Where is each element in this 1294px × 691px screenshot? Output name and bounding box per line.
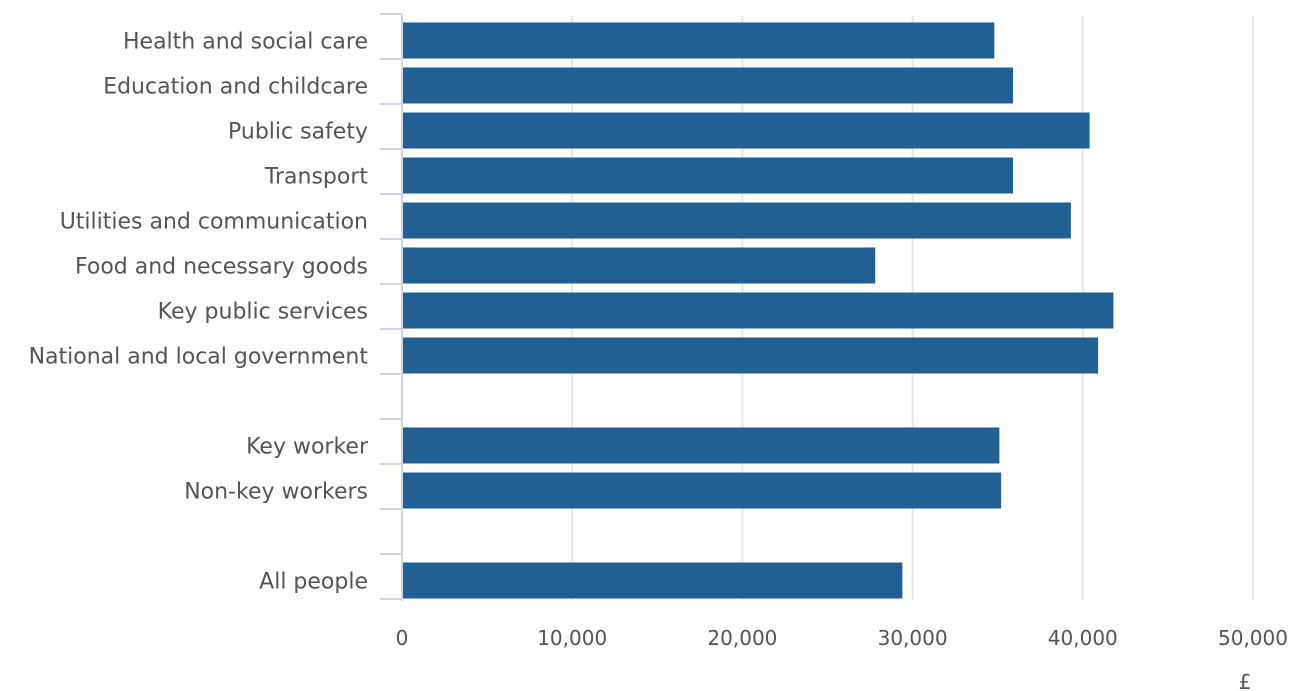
category-label: Non-key workers — [184, 480, 368, 505]
category-label: Utilities and communication — [60, 210, 368, 235]
category-label: Education and childcare — [103, 75, 368, 100]
category-labels: Health and social care Education and chil… — [29, 30, 369, 595]
bar — [403, 112, 1090, 149]
category-label: Public safety — [228, 120, 368, 145]
category-label: Key worker — [246, 435, 369, 460]
bar — [403, 292, 1114, 329]
category-label: Transport — [264, 165, 369, 190]
bar — [403, 67, 1014, 104]
bar — [403, 427, 1000, 464]
x-tick-label: 40,000 — [1048, 626, 1118, 650]
category-label: All people — [259, 570, 368, 595]
category-label: Food and necessary goods — [75, 255, 368, 280]
x-tick-label: 0 — [396, 626, 409, 650]
category-label: Health and social care — [123, 30, 368, 55]
bar — [403, 157, 1014, 194]
bar — [403, 202, 1071, 239]
bars — [403, 22, 1114, 599]
bar — [403, 562, 903, 599]
x-tick-labels: 0 10,000 20,000 30,000 40,000 50,000 — [396, 626, 1288, 650]
category-label: National and local government — [29, 345, 369, 370]
x-tick-label: 20,000 — [707, 626, 777, 650]
y-axis — [380, 13, 403, 601]
category-label: Key public services — [158, 300, 368, 325]
bar — [403, 472, 1002, 509]
x-axis-unit-label: £ — [1239, 670, 1252, 691]
bar — [403, 247, 876, 284]
bar — [403, 337, 1099, 374]
x-tick-label: 30,000 — [878, 626, 948, 650]
bar — [403, 22, 995, 59]
x-tick-label: 10,000 — [537, 626, 607, 650]
x-tick-label: 50,000 — [1218, 626, 1288, 650]
